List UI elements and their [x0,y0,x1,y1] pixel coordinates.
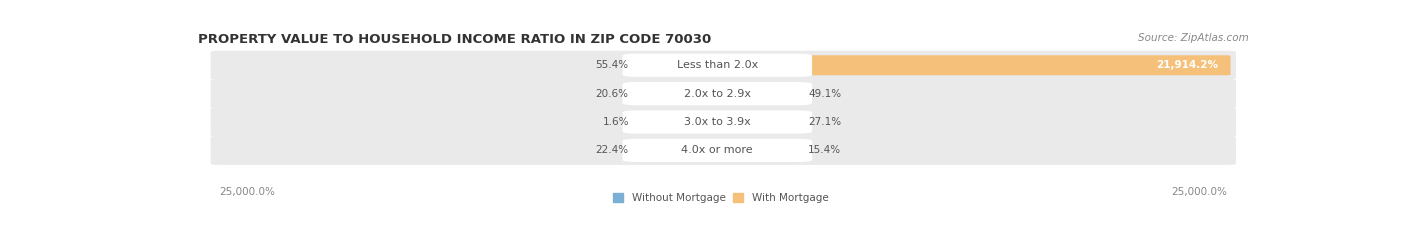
Text: Less than 2.0x: Less than 2.0x [676,60,758,70]
Text: 2.0x to 2.9x: 2.0x to 2.9x [683,89,751,99]
FancyBboxPatch shape [211,79,1236,108]
FancyBboxPatch shape [631,84,638,104]
Text: 3.0x to 3.9x: 3.0x to 3.9x [683,117,751,127]
FancyBboxPatch shape [796,112,803,132]
FancyBboxPatch shape [631,140,638,160]
FancyBboxPatch shape [623,139,813,162]
Text: 4.0x or more: 4.0x or more [682,145,754,155]
Text: 25,000.0%: 25,000.0% [1171,187,1227,197]
FancyBboxPatch shape [623,54,813,77]
Text: 15.4%: 15.4% [808,145,841,155]
Text: 49.1%: 49.1% [808,89,842,99]
FancyBboxPatch shape [623,110,813,134]
FancyBboxPatch shape [633,112,638,132]
FancyBboxPatch shape [211,136,1236,165]
Text: 25,000.0%: 25,000.0% [219,187,276,197]
FancyBboxPatch shape [796,84,803,104]
FancyBboxPatch shape [796,55,1230,75]
FancyBboxPatch shape [211,51,1236,80]
Text: 55.4%: 55.4% [595,60,628,70]
FancyBboxPatch shape [631,55,638,75]
FancyBboxPatch shape [211,107,1236,137]
Text: 1.6%: 1.6% [603,117,628,127]
Text: 20.6%: 20.6% [596,89,628,99]
Text: Source: ZipAtlas.com: Source: ZipAtlas.com [1139,33,1249,44]
FancyBboxPatch shape [623,82,813,105]
Text: 21,914.2%: 21,914.2% [1157,60,1219,70]
FancyBboxPatch shape [796,140,803,160]
Text: 27.1%: 27.1% [808,117,841,127]
Text: PROPERTY VALUE TO HOUSEHOLD INCOME RATIO IN ZIP CODE 70030: PROPERTY VALUE TO HOUSEHOLD INCOME RATIO… [197,33,711,47]
Legend: Without Mortgage, With Mortgage: Without Mortgage, With Mortgage [613,193,828,203]
Text: 22.4%: 22.4% [596,145,628,155]
